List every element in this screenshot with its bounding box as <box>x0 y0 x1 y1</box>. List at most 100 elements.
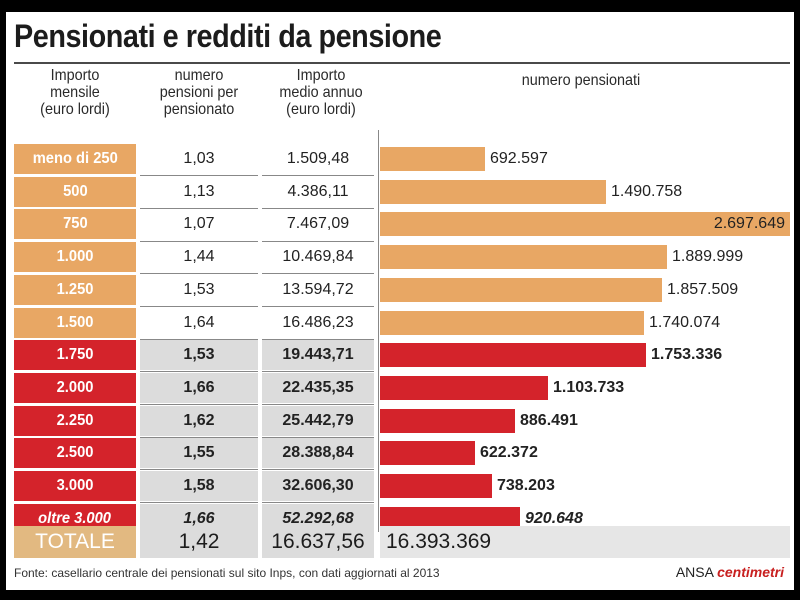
category-label: 1.750 <box>56 346 94 364</box>
row-divider <box>262 175 374 177</box>
pensions-per-pensioner-cell: 1,07 <box>183 215 215 233</box>
category-cell: 2.250 <box>14 405 136 436</box>
bar-value-label: 920.648 <box>525 509 583 527</box>
category-label: 1.500 <box>56 313 94 331</box>
bar-value-label: 1.103.733 <box>553 378 625 396</box>
row-divider <box>140 273 258 275</box>
table-row: 1.500 1,64 16.486,23 1.740.074 <box>6 307 794 340</box>
row-divider <box>14 338 136 340</box>
row-divider <box>14 502 136 504</box>
total-row: TOTALE 1,42 16.637,56 16.393.369 <box>6 526 794 558</box>
row-divider <box>140 240 258 242</box>
bar <box>380 245 667 270</box>
row-divider <box>14 240 136 242</box>
table-row: 3.000 1,58 32.606,30 738.203 <box>6 471 794 504</box>
category-cell: 1.000 <box>14 242 136 273</box>
row-divider <box>14 371 136 373</box>
header-line: mensile <box>50 84 100 101</box>
row-divider <box>262 371 374 373</box>
pensions-per-pensioner-cell: 1,62 <box>140 405 258 436</box>
table-row: 2.500 1,55 28.388,84 622.372 <box>6 438 794 471</box>
bar <box>380 147 485 171</box>
credit-logo: ANSA centimetri <box>676 564 784 580</box>
bar <box>380 474 492 498</box>
row-divider <box>140 338 258 340</box>
category-label: meno di 250 <box>32 150 118 167</box>
pensions-per-pensioner-cell: 1,53 <box>140 340 258 371</box>
table-row: 1.000 1,44 10.469,84 1.889.999 <box>6 242 794 275</box>
category-cell: 3.000 <box>14 471 136 501</box>
bar <box>380 408 515 433</box>
row-divider <box>14 175 136 177</box>
row-divider <box>14 436 136 438</box>
row-divider <box>262 305 374 307</box>
bar-value-label: 886.491 <box>520 411 578 429</box>
table-row: 500 1,13 4.386,11 1.490.758 <box>6 176 794 209</box>
avg-annual-amount-cell: 7.467,09 <box>286 215 350 233</box>
category-label: 2.250 <box>56 411 94 429</box>
avg-annual-amount-cell: 25.442,79 <box>262 405 374 436</box>
title-rule <box>14 62 790 64</box>
avg-annual-amount-cell: 10.469,84 <box>282 248 354 266</box>
bar <box>380 179 606 204</box>
table-row: 1.250 1,53 13.594,72 1.857.509 <box>6 274 794 307</box>
total-pensions-per-pensioner: 1,42 <box>140 526 258 558</box>
avg-annual-amount-cell: 13.594,72 <box>282 280 354 298</box>
category-cell: 500 <box>14 176 136 207</box>
row-divider <box>262 469 374 471</box>
bar-value-label: 692.597 <box>490 150 548 167</box>
bar-value-label: 1.490.758 <box>611 182 683 200</box>
row-divider <box>262 338 374 340</box>
table-row: meno di 250 1,03 1.509,48 692.597 <box>6 144 794 177</box>
bar-value-label: 738.203 <box>497 477 555 494</box>
bar <box>380 277 662 302</box>
pensions-per-pensioner-cell: 1,53 <box>183 280 215 298</box>
row-divider <box>140 371 258 373</box>
row-divider <box>140 436 258 438</box>
credit-brand: centimetri <box>717 564 784 580</box>
bar <box>380 441 475 466</box>
row-divider <box>140 207 258 209</box>
row-divider <box>262 436 374 438</box>
category-label: 2.500 <box>56 444 94 462</box>
bar-value-label: 2.697.649 <box>713 215 785 233</box>
row-divider <box>14 207 136 209</box>
category-cell: 2.500 <box>14 438 136 469</box>
row-divider <box>262 502 374 504</box>
bar <box>380 375 548 400</box>
pensions-per-pensioner-cell: 1,55 <box>140 438 258 469</box>
bar-value-label: 1.740.074 <box>649 313 721 331</box>
credit-agency: ANSA <box>675 564 714 580</box>
header-numero-pensionati: numero pensionati <box>521 72 641 89</box>
row-divider <box>262 273 374 275</box>
infographic: Pensionati e redditi da pensione Importo… <box>6 12 794 590</box>
chart-axis-line <box>378 130 379 532</box>
header-line: medio annuo <box>279 84 363 101</box>
row-divider <box>262 240 374 242</box>
category-label: 2.000 <box>56 378 94 396</box>
header-line: pensionato <box>163 101 235 118</box>
header-line: (euro lordi) <box>286 101 356 118</box>
pensions-per-pensioner-cell: 1,13 <box>183 182 215 200</box>
row-divider <box>14 404 136 406</box>
pensions-per-pensioner-cell: 1,64 <box>183 313 215 331</box>
category-cell: 750 <box>14 209 136 240</box>
table-row: 2.250 1,62 25.442,79 886.491 <box>6 405 794 438</box>
row-divider <box>140 469 258 471</box>
category-label: 1.250 <box>56 280 94 298</box>
row-divider <box>14 305 136 307</box>
header-line: Importo <box>296 67 346 84</box>
table-row: 2.000 1,66 22.435,35 1.103.733 <box>6 372 794 406</box>
category-cell: 1.250 <box>14 274 136 305</box>
total-pensioners: 16.393.369 <box>380 526 790 558</box>
table-row: 750 1,07 7.467,09 2.697.649 <box>6 209 794 242</box>
avg-annual-amount-cell: 4.386,11 <box>287 182 349 200</box>
category-cell: 1.750 <box>14 340 136 371</box>
bar-value-label: 1.857.509 <box>667 280 739 298</box>
avg-annual-amount-cell: 22.435,35 <box>262 372 374 403</box>
bar-value-label: 1.889.999 <box>672 248 744 266</box>
bar <box>380 310 644 335</box>
bar-value-label: 1.753.336 <box>651 346 723 364</box>
row-divider <box>14 273 136 275</box>
total-label: TOTALE <box>14 526 136 558</box>
